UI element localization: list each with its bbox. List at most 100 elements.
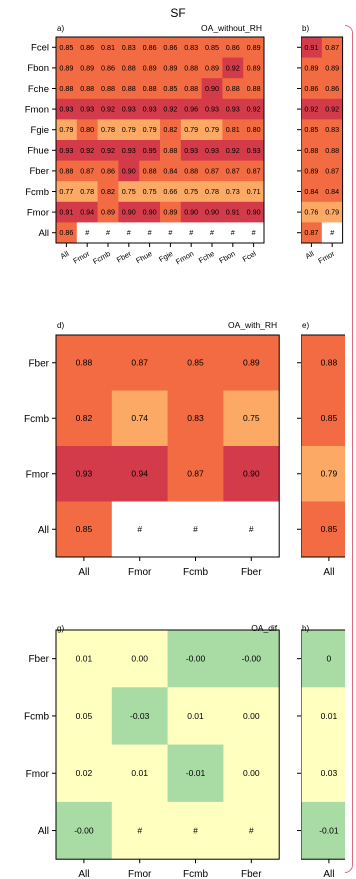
cell-value: 0.86 (59, 228, 73, 237)
cell-value: 0.78 (205, 187, 219, 196)
cell-value: 0.92 (80, 146, 94, 155)
cell-value: 0.79 (184, 125, 198, 134)
cell-value: 0.87 (304, 228, 318, 237)
cell-value: 0.84 (163, 166, 177, 175)
cell-value: -0.01 (186, 768, 206, 778)
x-tick-label: Fbon (217, 249, 236, 265)
x-tick-label: Fgie (157, 249, 174, 264)
heatmap-cell (222, 201, 244, 223)
y-tick-label: Fcmb (24, 711, 49, 722)
cell-value: 0.86 (80, 43, 94, 52)
heatmap-cell (56, 630, 113, 688)
heatmap-cell (167, 501, 224, 558)
heatmap-cell (118, 222, 140, 244)
cell-value: 0.84 (304, 187, 318, 196)
cell-value: 0.86 (101, 166, 115, 175)
y-tick-label: Fber (28, 358, 49, 369)
heatmap-cell (97, 140, 119, 161)
cell-value: 0.93 (122, 105, 136, 114)
heatmap-cell (76, 119, 98, 141)
heatmap-cell (301, 446, 345, 502)
heatmap-cell (301, 687, 345, 745)
heatmap-cell (56, 57, 78, 79)
y-tick-label: Fche (28, 84, 49, 95)
heatmap-cell (139, 98, 161, 120)
panel-label: d) (57, 321, 64, 330)
x-tick-label: Fmor (128, 869, 152, 879)
heatmap-cell (301, 390, 345, 447)
heatmap-cell (160, 98, 182, 120)
heatmap-cell (321, 78, 343, 100)
heatmap-cell (76, 57, 98, 79)
heatmap-cell (243, 201, 265, 223)
heatmap-cell (301, 744, 345, 803)
heatmap-cell (301, 201, 323, 223)
heatmap-cell (223, 390, 280, 447)
heatmap-cell (223, 446, 280, 502)
heatmap-cell (321, 160, 343, 182)
cell-value: 0.89 (247, 63, 261, 72)
cell-value: 0.92 (247, 105, 261, 114)
y-tick-label: Fcmb (24, 414, 49, 425)
cell-value: 0.01 (321, 711, 338, 721)
panel-label: h) (302, 624, 309, 633)
heatmap-cell (118, 160, 140, 182)
heatmap-cell (180, 78, 202, 100)
cell-value: 0.87 (325, 43, 339, 52)
cell-value: 0.88 (184, 84, 198, 93)
cell-value: 0.90 (243, 469, 260, 479)
cell-value: 0.79 (59, 125, 73, 134)
cell-value: 0.90 (247, 208, 261, 217)
heatmap-cell (180, 160, 202, 182)
cell-value: 0.88 (76, 358, 93, 368)
heatmap-cell (167, 390, 224, 447)
cell-value: 0.89 (163, 208, 177, 217)
heatmap-cell (180, 119, 202, 141)
y-tick-label: Fmor (27, 207, 49, 218)
cell-value: 0.93 (122, 146, 136, 155)
cell-value: -0.00 (74, 826, 94, 836)
cell-value: 0.95 (143, 146, 157, 155)
y-tick-label: Fmor (26, 769, 50, 780)
cell-value: # (168, 228, 172, 237)
cell-value: 0.88 (184, 166, 198, 175)
cell-value: -0.03 (130, 711, 150, 721)
heatmap-cell (223, 801, 280, 860)
heatmap-cell (321, 222, 343, 244)
cell-value: 0.89 (143, 63, 157, 72)
heatmap-cell (160, 57, 182, 79)
heatmap-cell (180, 140, 202, 161)
cell-value: 0.85 (205, 43, 219, 52)
cell-value: 0.88 (59, 166, 73, 175)
cell-value: 0.01 (187, 711, 204, 721)
cell-value: 0.93 (76, 469, 93, 479)
heatmap-cell (222, 119, 244, 141)
y-tick-label: Fmor (26, 469, 50, 480)
cell-value: # (249, 826, 254, 836)
heatmap-cell (118, 78, 140, 100)
heatmap-cell (56, 801, 113, 860)
y-tick-label: All (38, 525, 49, 536)
cell-value: 0.85 (304, 125, 318, 134)
cell-value: 0.88 (80, 84, 94, 93)
cell-value: 0.73 (226, 187, 240, 196)
cell-value: 0.89 (243, 358, 260, 368)
heatmap-cell (111, 744, 168, 803)
panel-border (55, 629, 280, 860)
cell-value: 0.85 (321, 524, 338, 534)
heatmap-cell (201, 140, 223, 161)
x-tick-label: Fmor (128, 567, 152, 578)
cell-value: 0.80 (80, 125, 94, 134)
heatmap-cell (118, 140, 140, 161)
cell-value: 0.92 (226, 146, 240, 155)
heatmap-cell (223, 687, 280, 745)
cell-value: 0 (327, 654, 332, 664)
page-title: SF (170, 6, 186, 20)
panel-label: e) (302, 321, 309, 330)
heatmap-cell (301, 37, 323, 58)
heatmap-cell (243, 181, 265, 203)
heatmap-cell (118, 98, 140, 120)
x-tick-label: Fcmb (183, 567, 208, 578)
heatmap-cell (223, 630, 280, 688)
panel-label: g) (57, 624, 64, 633)
